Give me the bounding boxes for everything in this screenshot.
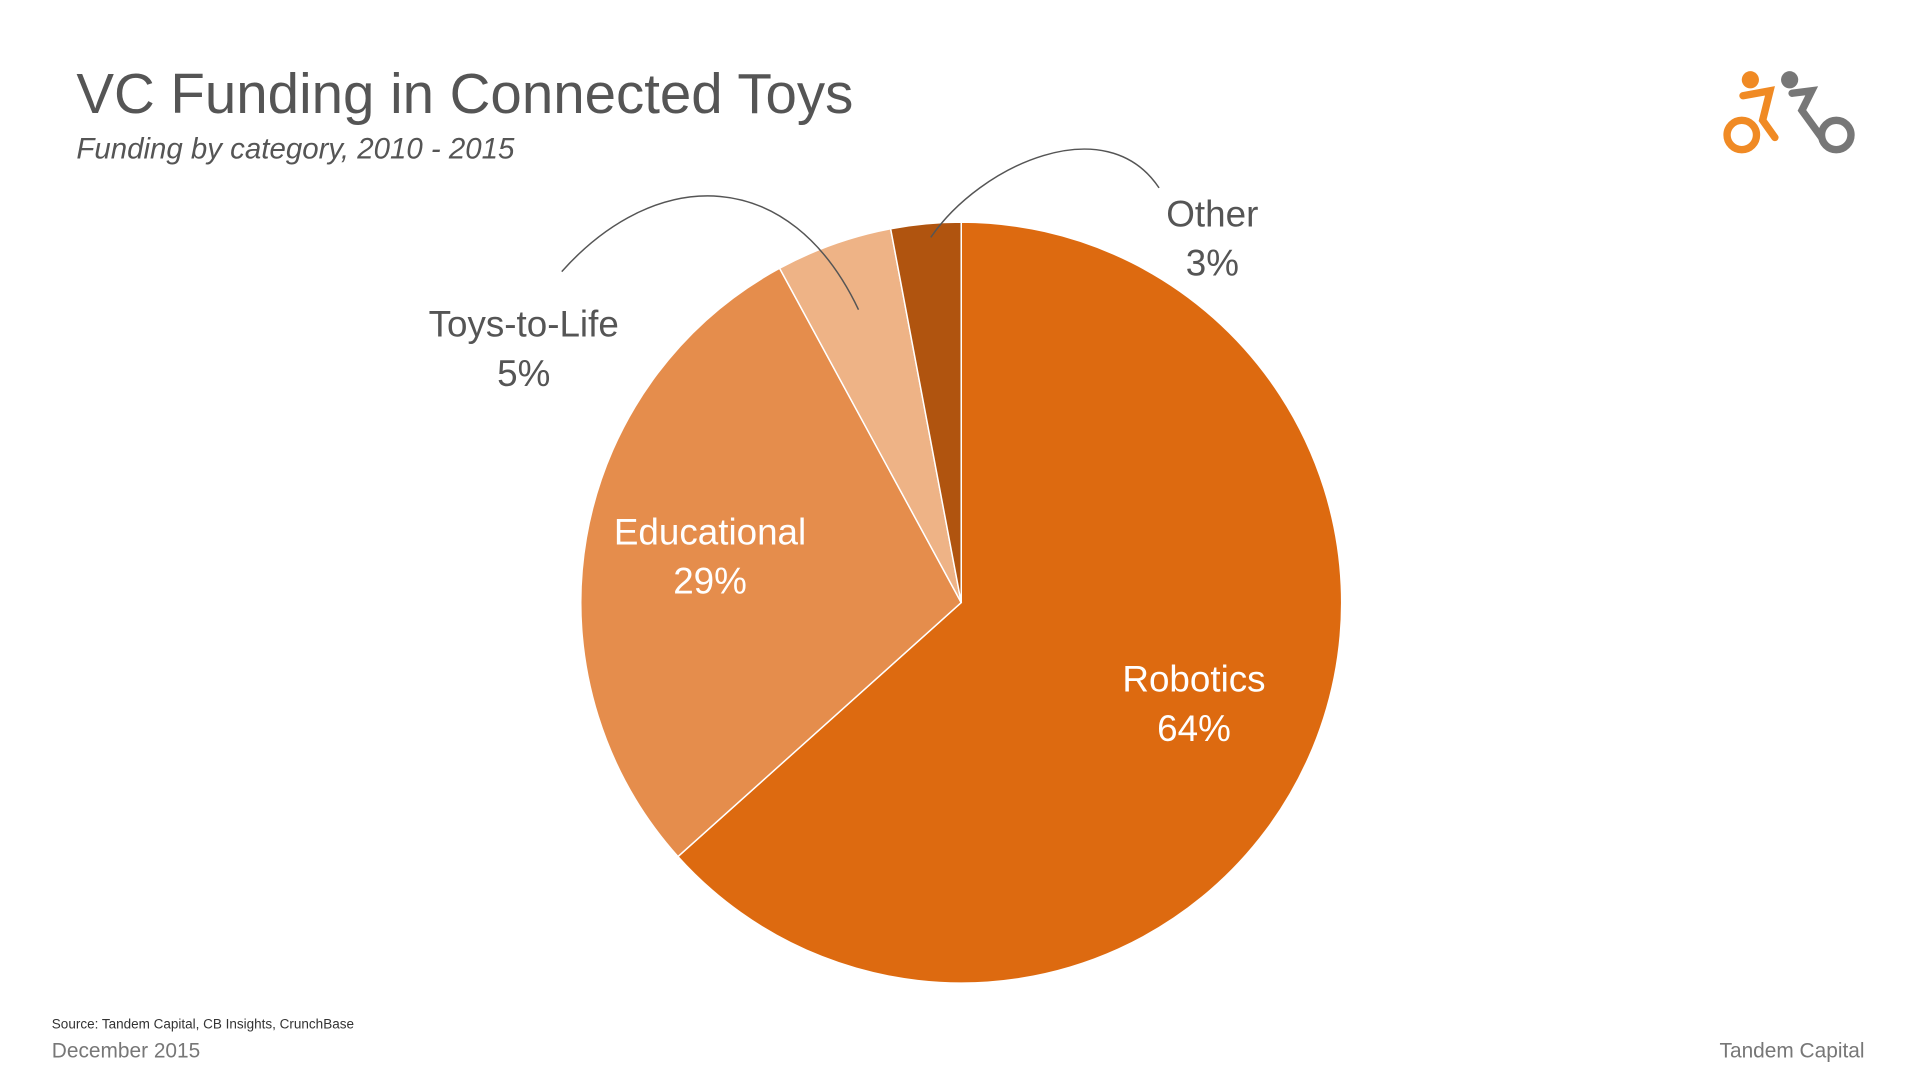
chart-subtitle: Funding by category, 2010 - 2015: [76, 133, 515, 166]
chart-title: VC Funding in Connected Toys: [76, 62, 853, 125]
pie-slice: [580, 267, 963, 858]
pie-slice: [676, 221, 1343, 984]
value-label: 5%: [497, 353, 550, 394]
source-note: Source: Tandem Capital, CB Insights, Cru…: [52, 1016, 354, 1031]
logo-body: [1788, 86, 1826, 142]
value-label: 29%: [673, 560, 747, 601]
slice-label: Other: [1166, 193, 1258, 234]
logo-wheel: [1723, 116, 1761, 154]
value-label: 3%: [1186, 242, 1239, 283]
logo-wheel: [1817, 116, 1855, 154]
footer-date: December 2015: [52, 1039, 200, 1062]
footer-company: Tandem Capital: [1720, 1039, 1865, 1062]
logo: [1723, 71, 1855, 154]
slice-label: Toys-to-Life: [429, 304, 619, 345]
leader-line: [930, 148, 1160, 238]
leader-line: [561, 195, 860, 310]
value-label: 64%: [1157, 708, 1231, 749]
slice-label: Educational: [614, 511, 806, 552]
slice-label: Robotics: [1122, 659, 1265, 700]
logo-head: [1781, 71, 1799, 89]
logo-head: [1741, 71, 1759, 89]
logo-body: [1739, 86, 1779, 142]
pie-slice: [889, 221, 962, 603]
